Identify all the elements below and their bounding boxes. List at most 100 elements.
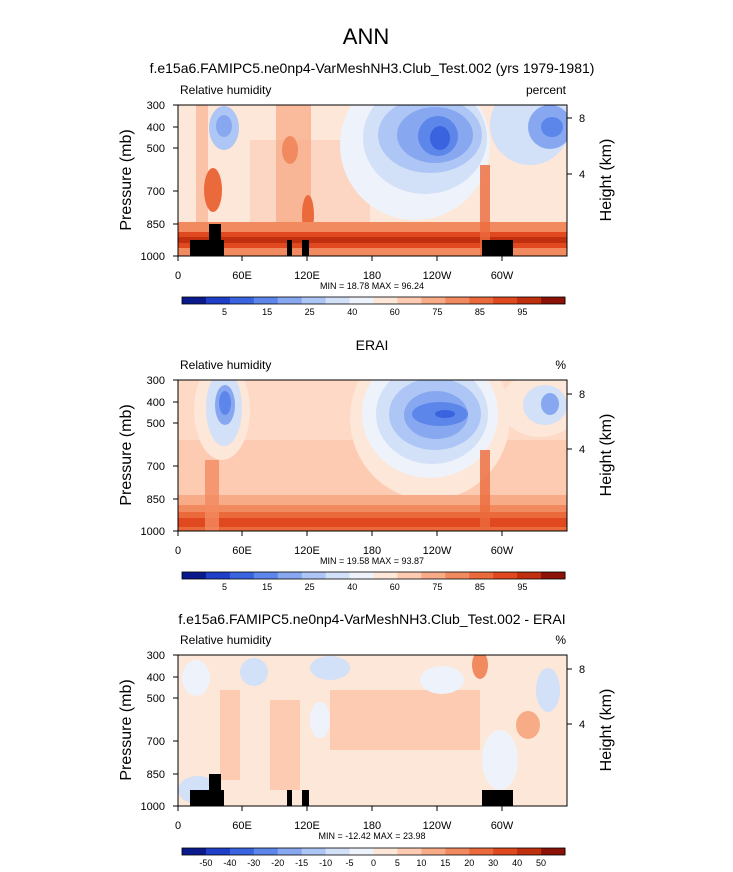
colorbar-segment [277, 572, 303, 579]
difference-region [220, 690, 240, 780]
contour-blob [482, 730, 518, 790]
x-tick-label: 60W [491, 545, 514, 557]
colorbar-segment [469, 297, 494, 304]
colorbar-label: 30 [488, 858, 498, 868]
boundary-layer [178, 518, 567, 527]
panel-title: f.e15a6.FAMIPC5.ne0np4-VarMeshNH3.Club_T… [150, 60, 595, 76]
variable-label: Relative humidity [180, 83, 271, 97]
colorbar-frame [181, 571, 566, 580]
colorbar: -50 -40 -30 -20 -15 -10 -5 0 5 10 15 20 30 40 50 [181, 847, 566, 868]
x-tick-label: 60W [491, 270, 514, 282]
colorbar-label: 10 [416, 858, 426, 868]
colorbar-segment [205, 297, 231, 304]
colorbar-segment [253, 848, 279, 855]
contour-blob [182, 660, 210, 696]
colorbar-segment [182, 848, 207, 855]
panel-title: ERAI [356, 337, 389, 353]
plot-area [178, 380, 567, 531]
colorbar-label: 15 [440, 858, 450, 868]
colorbar: 5 15 25 40 60 75 85 95 [181, 571, 566, 592]
boundary-layer [205, 460, 219, 531]
colorbar-segment [517, 297, 542, 304]
y-right-axis-title: Height (km) [598, 414, 615, 497]
plot-area [178, 105, 567, 256]
colorbar-segment [229, 848, 255, 855]
colorbar-segment [229, 572, 255, 579]
x-axis: 0 60E 120E 180 120W 60W [175, 531, 514, 557]
mountain-column [196, 105, 208, 225]
boundary-layer [480, 165, 490, 256]
x-tick-label: 60W [491, 820, 514, 832]
x-tick-label: 120W [423, 270, 452, 282]
x-tick-label: 120W [423, 545, 452, 557]
colorbar-label: 15 [262, 582, 272, 592]
units-label: % [555, 358, 566, 372]
colorbar-label: 85 [475, 307, 485, 317]
y-axis-title: Pressure (mb) [118, 129, 135, 230]
y-right-tick-label: 4 [579, 169, 585, 181]
y-tick-label: 1000 [141, 526, 165, 538]
panel-erai: ERAI Relative humidity % [118, 337, 615, 592]
colorbar-segment [445, 848, 470, 855]
contour-blob [435, 410, 455, 418]
x-tick-label: 0 [175, 270, 181, 282]
colorbar-segment [229, 297, 255, 304]
colorbar-segment [469, 572, 494, 579]
colorbar-label: 60 [390, 307, 400, 317]
colorbar-label: -15 [295, 858, 308, 868]
y-right-axis-title: Height (km) [598, 139, 615, 222]
y-axis-left: 300 400 500 700 850 1000 Pressure (mb) [118, 375, 178, 538]
y-tick-label: 700 [147, 461, 165, 473]
colorbar-frame [181, 847, 566, 856]
x-tick-label: 0 [175, 820, 181, 832]
colorbar-segment [325, 848, 351, 855]
x-tick-label: 120W [423, 820, 452, 832]
contour-blob [282, 136, 298, 164]
colorbar-label: 95 [517, 307, 527, 317]
y-tick-label: 300 [147, 650, 165, 662]
y-axis-title: Pressure (mb) [118, 404, 135, 505]
colorbar-segment [349, 848, 374, 855]
colorbar-segment [469, 848, 494, 855]
y-axis-right: 8 4 Height (km) [567, 113, 615, 221]
colorbar-label: 25 [305, 582, 315, 592]
y-tick-label: 850 [147, 769, 165, 781]
y-tick-label: 700 [147, 736, 165, 748]
colorbar-segment [205, 572, 231, 579]
colorbar-label: 85 [475, 582, 485, 592]
colorbar: 5 15 25 40 60 75 85 95 [181, 296, 566, 317]
x-tick-label: 180 [363, 820, 381, 832]
colorbar-frame [181, 296, 566, 305]
min-max-stats: MIN = -12.42 MAX = 23.98 [318, 831, 425, 841]
boundary-layer [178, 237, 567, 243]
y-tick-label: 1000 [141, 801, 165, 813]
colorbar-label: 40 [512, 858, 522, 868]
variable-label: Relative humidity [180, 358, 271, 372]
topography-mask [190, 240, 224, 256]
colorbar-segment [325, 572, 351, 579]
contour-blob [204, 168, 222, 212]
colorbar-segment [182, 297, 207, 304]
colorbar-label: 15 [262, 307, 272, 317]
contour-blob [420, 666, 464, 694]
colorbar-segment [541, 572, 566, 579]
colorbar-label: 95 [517, 582, 527, 592]
topography-mask [209, 774, 221, 790]
plot-area [178, 655, 567, 806]
colorbar-label: 5 [222, 582, 227, 592]
topography-mask [302, 240, 309, 256]
colorbar-label: 40 [347, 582, 357, 592]
colorbar-segment [541, 297, 566, 304]
colorbar-label: 60 [390, 582, 400, 592]
panel-model: f.e15a6.FAMIPC5.ne0np4-VarMeshNH3.Club_T… [118, 60, 615, 317]
units-label: percent [526, 83, 567, 97]
topography-mask [482, 790, 513, 806]
colorbar-segment [517, 848, 542, 855]
colorbar-label: -5 [346, 858, 354, 868]
y-axis-left: 300 400 500 700 850 1000 Pressure (mb) [118, 100, 178, 263]
colorbar-segment [445, 297, 470, 304]
topography-mask [287, 790, 292, 806]
colorbar-label: -30 [247, 858, 260, 868]
colorbar-segment [493, 572, 518, 579]
y-axis-right: 8 4 Height (km) [567, 389, 615, 496]
